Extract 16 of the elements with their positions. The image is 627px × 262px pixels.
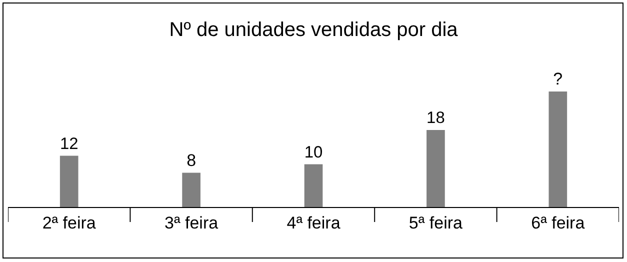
bar xyxy=(60,156,78,207)
data-label: 8 xyxy=(186,150,196,170)
bar xyxy=(304,164,323,207)
bar xyxy=(182,172,200,207)
chart-title: Nº de unidades vendidas por dia xyxy=(169,19,459,41)
bar xyxy=(426,130,445,207)
data-label: ? xyxy=(553,70,563,89)
bar xyxy=(548,92,568,207)
x-tick-label: 4ª feira xyxy=(286,213,341,232)
data-label: 10 xyxy=(304,143,323,162)
x-tick-label: 3ª feira xyxy=(164,213,219,232)
x-tick-label: 2ª feira xyxy=(42,213,96,232)
x-tick-label: 6ª feira xyxy=(531,213,586,232)
data-label: 18 xyxy=(426,109,445,128)
data-label: 12 xyxy=(60,134,78,153)
x-tick-label: 5ª feira xyxy=(408,213,464,232)
